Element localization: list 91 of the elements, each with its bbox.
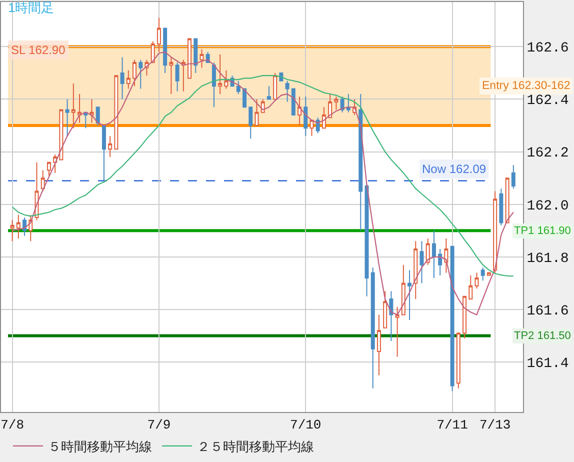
candlestick (248, 106, 253, 140)
candlestick (188, 38, 192, 79)
x-tick-label: 7/8 (0, 418, 24, 433)
candlestick (499, 188, 504, 226)
x-tick-label: 7/9 (147, 418, 171, 433)
band-label: Entry 162.30-162 (482, 80, 570, 92)
candlestick (395, 306, 400, 358)
x-tick-label: 7/10 (290, 418, 322, 433)
candlestick (346, 93, 350, 113)
candlestick (432, 230, 436, 278)
candlestick (474, 272, 479, 289)
line-series (12, 75, 514, 277)
candlestick (108, 136, 112, 158)
candlestick (10, 220, 14, 242)
candlestick (468, 274, 473, 300)
candlestick (462, 296, 467, 339)
y-tick-label: 162.4 (526, 93, 569, 110)
candlestick (218, 54, 222, 94)
candlestick (59, 109, 64, 160)
candlestick (120, 56, 124, 100)
candlestick (46, 162, 51, 176)
candlestick (90, 98, 94, 124)
candlestick (511, 164, 516, 190)
candlestick (389, 290, 394, 342)
candlestick (480, 266, 485, 282)
y-tick-label: 162.0 (526, 198, 569, 214)
y-tick-label: 161.6 (526, 303, 569, 320)
candlestick (376, 314, 381, 376)
candlestick (114, 75, 118, 150)
candlestick (266, 86, 271, 100)
candlestick (65, 98, 70, 137)
candlestick (383, 290, 388, 328)
candlestick (493, 190, 498, 274)
candlestick (242, 88, 247, 108)
candlestick (486, 272, 491, 276)
candlestick (102, 125, 106, 182)
candlestick (16, 214, 20, 240)
candlestick (316, 117, 320, 134)
candlestick (169, 56, 174, 94)
candlestick (96, 106, 100, 126)
candlestick (420, 240, 424, 284)
candlestick (358, 93, 363, 232)
legend-label: ５時間移動平均線 (48, 439, 152, 454)
y-tick-label: 162.6 (526, 40, 569, 57)
candlestick (132, 59, 137, 87)
candlestick (194, 38, 198, 74)
candlestick (224, 70, 228, 90)
candlestick (71, 82, 76, 129)
candlestick (156, 17, 161, 52)
candlestick (212, 62, 216, 108)
candlestick (181, 59, 186, 92)
candlestick (456, 332, 460, 389)
legend-label: ２５時間移動平均線 (197, 439, 314, 454)
candlestick (304, 96, 308, 137)
candlestick (291, 88, 296, 116)
candlestick (126, 70, 130, 90)
candlestick (426, 238, 430, 266)
candlestick (254, 98, 259, 126)
candlestick (444, 238, 448, 274)
x-tick-label: 7/11 (436, 418, 468, 433)
candlestick (150, 40, 155, 63)
candlestick (40, 170, 45, 192)
ref-line-label: Now 162.09 (422, 162, 486, 176)
candlestick (370, 266, 375, 389)
candlestick (273, 72, 278, 100)
candlestick (138, 59, 143, 90)
ref-line-label: TP2 161.50 (514, 330, 571, 342)
ref-line-label: TP1 161.90 (514, 225, 571, 237)
candlestick (298, 96, 302, 126)
annotation: SL 162.90 (11, 43, 66, 57)
candlestick (285, 80, 290, 102)
candlestick (175, 62, 180, 92)
y-tick-label: 162.2 (526, 146, 569, 162)
candlestick (322, 106, 326, 129)
candlestick (53, 154, 58, 174)
candlestick (340, 96, 344, 113)
y-tick-label: 161.8 (526, 250, 569, 267)
candlestick (438, 248, 442, 276)
candlestick (408, 270, 412, 321)
candlestick (78, 93, 82, 124)
candlestick (328, 93, 332, 118)
y-tick-label: 161.4 (526, 356, 569, 372)
candlestick (505, 178, 510, 224)
x-tick-label: 7/13 (479, 418, 511, 433)
candlestick (236, 80, 240, 94)
candlestick (414, 240, 418, 300)
candlestick (401, 264, 406, 316)
candlestick (200, 48, 204, 68)
candlestick (163, 28, 168, 74)
chart-title: 1時間足 (8, 0, 54, 16)
candlestick (334, 96, 338, 110)
